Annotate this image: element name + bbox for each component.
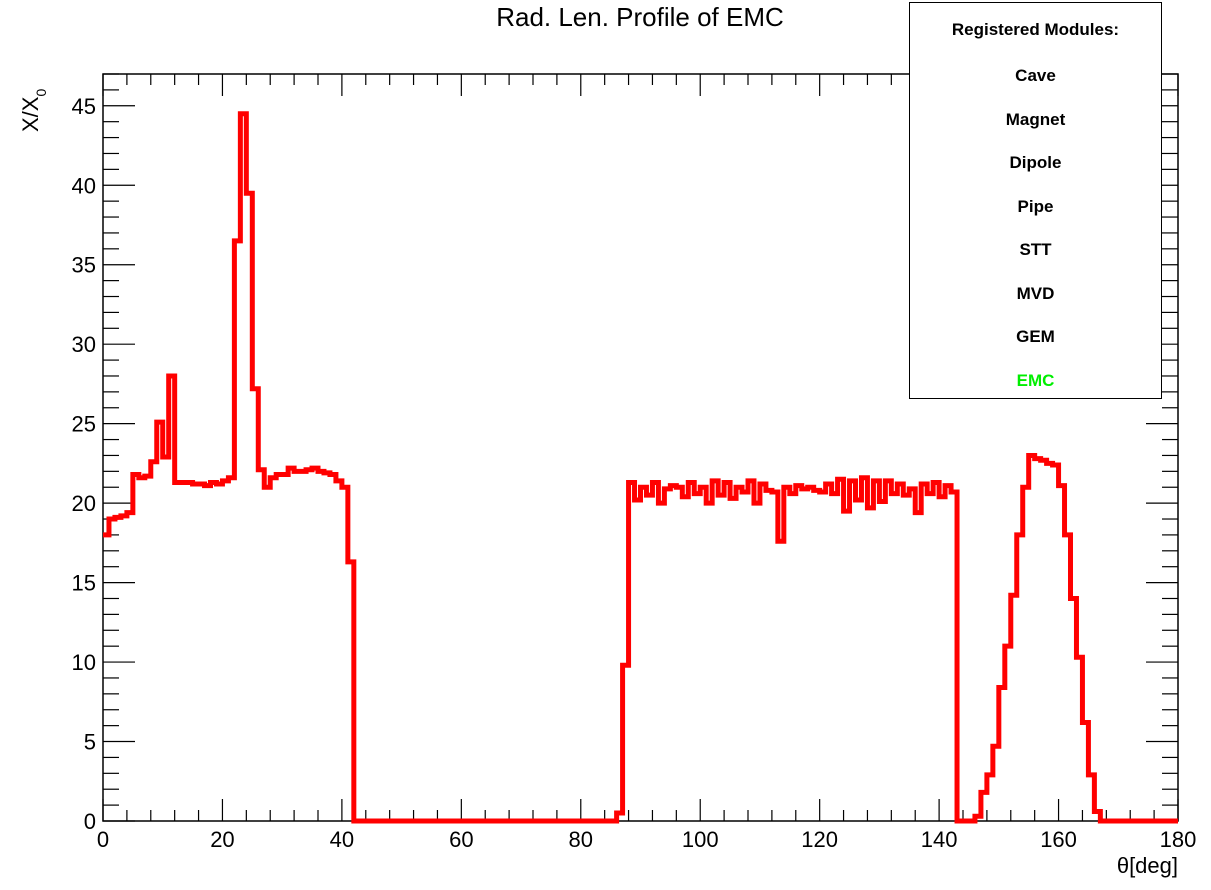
x-tick-label: 180 <box>1160 827 1197 852</box>
plot-frame <box>102 73 1179 822</box>
y-tick-label: 40 <box>72 173 96 198</box>
legend-item-dipole: Dipole <box>1009 153 1062 172</box>
x-tick-label: 160 <box>1040 827 1077 852</box>
legend-item-cave: Cave <box>1015 66 1056 85</box>
x-tick-label: 140 <box>921 827 958 852</box>
legend-item-magnet: Magnet <box>1005 109 1066 129</box>
y-tick-label: 15 <box>72 571 96 596</box>
x-tick-label: 100 <box>682 827 719 852</box>
y-axis-title: X/X0 <box>18 89 49 132</box>
chart-title: Rad. Len. Profile of EMC <box>496 2 784 32</box>
legend-item-stt: STT <box>1019 240 1052 259</box>
x-tick-label: 60 <box>449 827 473 852</box>
x-tick-label: 120 <box>801 827 838 852</box>
y-tick-label: 0 <box>84 809 96 834</box>
y-tick-label: 20 <box>72 491 96 516</box>
x-axis-title: θ[deg] <box>1117 853 1178 878</box>
y-tick-label: 35 <box>72 253 96 278</box>
legend-box: Registered Modules: Cave Magnet Dipole Pipe… <box>909 2 1162 399</box>
y-axis-title-sub: 0 <box>33 89 49 97</box>
y-tick-labels: 0 5 10 15 20 25 30 35 40 45 <box>72 94 96 834</box>
legend-item-mvd: MVD <box>1016 283 1055 303</box>
y-tick-label: 10 <box>72 650 96 675</box>
x-tick-label: 20 <box>210 827 234 852</box>
legend-item-pipe: Pipe <box>1017 196 1054 216</box>
y-tick-label: 45 <box>72 94 96 119</box>
x-tick-label: 80 <box>569 827 593 852</box>
x-tick-label: 0 <box>97 827 109 852</box>
x-tick-label: 40 <box>330 827 354 852</box>
y-tick-label: 25 <box>72 412 96 437</box>
legend-list: Cave Magnet Dipole Pipe STT MVD GEM EMC <box>910 61 1161 409</box>
x-tick-labels: 0 20 40 60 80 100 120 140 160 180 <box>97 827 1196 852</box>
legend-item-gem: GEM <box>1016 327 1055 346</box>
y-axis-title-main: X/X <box>18 96 43 132</box>
y-tick-label: 5 <box>84 730 96 755</box>
legend-item-emc: EMC <box>1016 370 1055 390</box>
y-tick-label: 30 <box>72 332 96 357</box>
series-line <box>103 111 1178 824</box>
legend-title: Registered Modules: <box>951 20 1120 39</box>
axis-ticks <box>102 73 1179 822</box>
